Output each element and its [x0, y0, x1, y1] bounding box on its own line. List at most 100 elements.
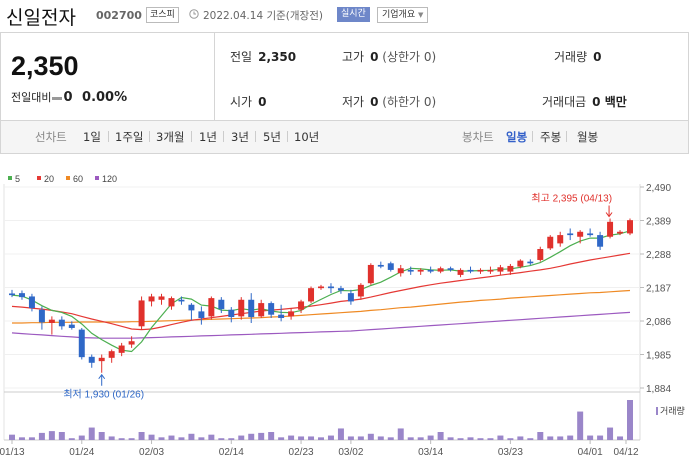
divider — [108, 131, 109, 142]
candle — [617, 231, 624, 234]
tab-10y[interactable]: 10년 — [294, 130, 320, 144]
volume-bar — [9, 434, 15, 440]
stat-label: 고가 — [342, 50, 365, 64]
candle — [278, 314, 285, 319]
candle — [188, 304, 195, 311]
candle — [337, 288, 344, 291]
volume-bar — [88, 427, 95, 440]
candle — [118, 345, 125, 353]
tab-1d[interactable]: 1일 — [83, 130, 101, 144]
volume-bar — [298, 436, 305, 440]
x-tick-label: 02/14 — [219, 447, 244, 458]
stat-sub: (하한가 0) — [382, 95, 437, 109]
stat-value: 0 — [593, 50, 602, 64]
volume-bar — [18, 437, 25, 440]
volume-bar — [407, 437, 414, 440]
quote-date: 2022.04.14 기준(개장전) — [203, 10, 323, 22]
volume-bar — [248, 433, 255, 440]
stat-value: 0 — [258, 95, 267, 109]
candle — [248, 299, 255, 318]
volume-bar — [78, 435, 85, 440]
legend-label: 120 — [102, 174, 117, 184]
candle — [407, 269, 414, 272]
volume-bar — [367, 433, 374, 440]
tab-5y[interactable]: 5년 — [263, 130, 281, 144]
tab-1y[interactable]: 1년 — [199, 130, 217, 144]
candle — [427, 269, 434, 272]
y-tick-label: 1,985 — [646, 351, 671, 362]
candle — [238, 299, 245, 317]
volume-legend-swatch — [656, 407, 658, 415]
volume-bar — [547, 436, 554, 440]
candle — [168, 298, 175, 307]
candle — [298, 301, 305, 310]
volume-bar — [98, 432, 105, 440]
tab-daily[interactable]: 일봉 — [506, 130, 528, 144]
candle — [347, 293, 354, 302]
tab-3m[interactable]: 3개월 — [156, 130, 185, 144]
company-info-button[interactable]: 기업개요 ▼ — [377, 7, 429, 23]
volume-bar — [537, 432, 544, 440]
volume-bar — [268, 432, 275, 440]
stat-label: 거래량 — [554, 50, 588, 64]
volume-bar — [198, 437, 205, 440]
volume-bar — [128, 438, 135, 440]
candle — [527, 261, 534, 264]
volume-bar — [58, 432, 65, 440]
divider — [532, 131, 533, 142]
volume-bar — [607, 427, 614, 440]
tab-weekly[interactable]: 주봉 — [540, 130, 562, 144]
candle — [587, 233, 594, 236]
volume-bar — [158, 437, 165, 440]
legend-label: 5 — [15, 174, 20, 184]
y-tick-label: 2,490 — [646, 183, 671, 194]
volume-bar — [308, 436, 315, 440]
volume-bar — [627, 400, 633, 440]
divider — [255, 131, 256, 142]
candle — [258, 303, 265, 317]
volume-bar — [347, 436, 354, 440]
candle — [98, 357, 105, 362]
volume-bar — [397, 428, 404, 440]
volume-bar — [28, 437, 35, 440]
volume-bar — [318, 437, 324, 440]
volume-bar — [168, 435, 175, 440]
stat-value: 0 — [370, 95, 379, 109]
tab-monthly[interactable]: 월봉 — [577, 130, 599, 144]
candle — [308, 288, 315, 302]
x-tick-label: 03/23 — [498, 447, 523, 458]
candle — [327, 286, 334, 289]
y-tick-label: 2,187 — [646, 284, 671, 295]
candle — [88, 356, 95, 363]
y-tick-label: 2,086 — [646, 317, 671, 328]
candle — [48, 319, 55, 323]
volume-bar — [357, 436, 364, 440]
candle — [437, 268, 444, 272]
candle — [577, 231, 584, 237]
realtime-button[interactable]: 실시간 — [337, 7, 370, 22]
tab-3y[interactable]: 3년 — [231, 130, 249, 144]
candle — [138, 300, 145, 327]
volume-bar — [48, 431, 55, 440]
stat-amount: 거래대금 0 백만 — [542, 93, 627, 110]
stat-volume: 거래량 0 — [554, 48, 601, 65]
stock-name[interactable]: 신일전자 — [6, 7, 76, 29]
candle — [198, 311, 205, 319]
arrow-up-icon — [98, 373, 106, 386]
volume-bar — [557, 436, 564, 440]
stat-label: 거래대금 — [542, 95, 587, 109]
stat-value: 2,350 — [258, 50, 297, 64]
volume-bar — [38, 432, 45, 440]
volume-bar — [218, 438, 225, 440]
ma60-line — [12, 289, 631, 324]
volume-bar — [497, 435, 504, 440]
candle — [288, 311, 295, 317]
chevron-down-icon: ▼ — [418, 11, 424, 19]
candle-chart-label: 봉차트 — [462, 130, 494, 144]
candle — [318, 286, 324, 289]
candle — [447, 268, 454, 270]
candle — [367, 264, 374, 284]
arrow-down-icon — [605, 205, 613, 218]
tab-1w[interactable]: 1주일 — [115, 130, 144, 144]
